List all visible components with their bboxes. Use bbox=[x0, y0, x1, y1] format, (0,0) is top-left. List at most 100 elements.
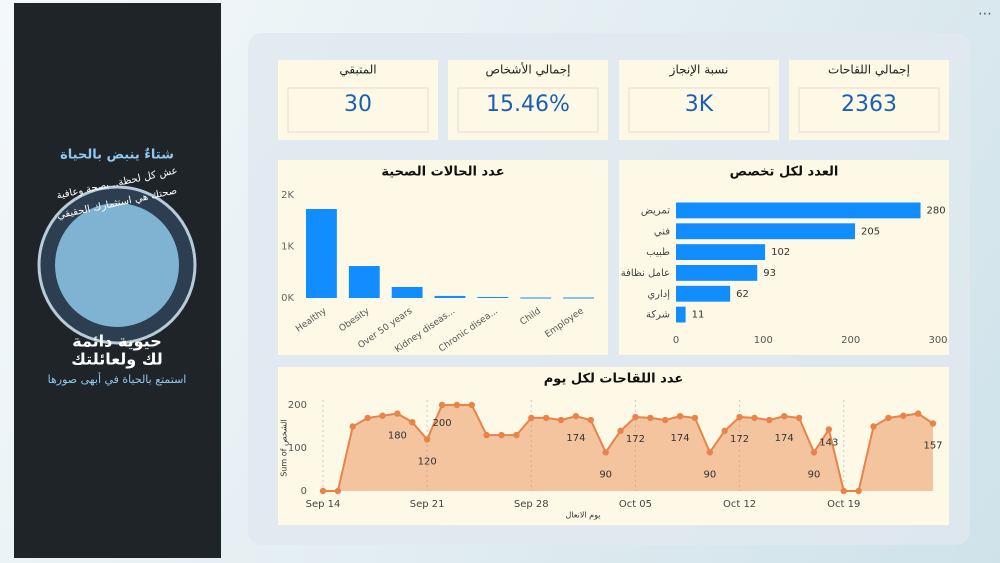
point bbox=[810, 449, 818, 456]
point bbox=[885, 414, 892, 422]
kpi-value: 3K bbox=[685, 92, 714, 117]
sidebar-emblem-inner bbox=[55, 203, 179, 327]
point bbox=[334, 487, 342, 495]
data-label: 90 bbox=[599, 469, 612, 480]
kpi-value: 2363 bbox=[841, 92, 897, 117]
bar bbox=[391, 286, 423, 298]
x-tick-label: Oct 05 bbox=[619, 499, 652, 510]
point bbox=[691, 414, 699, 422]
data-label: 172 bbox=[730, 434, 749, 445]
point bbox=[468, 401, 475, 409]
data-label: 11 bbox=[692, 310, 705, 321]
data-label: 93 bbox=[763, 268, 776, 279]
card bbox=[789, 60, 949, 140]
kpi-value: 30 bbox=[344, 92, 372, 117]
x-tick-label: Oct 19 bbox=[827, 499, 860, 510]
bar bbox=[348, 266, 380, 298]
kpi-box bbox=[798, 87, 940, 133]
kpi-label: إجمالي الأشخاص bbox=[486, 62, 571, 78]
data-label: 180 bbox=[388, 431, 407, 442]
bar bbox=[306, 209, 337, 298]
point bbox=[513, 431, 520, 439]
data-label: 174 bbox=[671, 433, 690, 444]
kpi-box bbox=[628, 87, 770, 133]
y-tick-label: 0K bbox=[281, 293, 294, 304]
data-label: 90 bbox=[808, 469, 821, 480]
data-label: 174 bbox=[775, 433, 794, 444]
point bbox=[736, 413, 743, 421]
bar bbox=[676, 306, 686, 323]
point bbox=[498, 431, 505, 439]
y-tick-label: شركة bbox=[646, 310, 670, 321]
y-tick-label: 0 bbox=[301, 486, 307, 497]
point bbox=[914, 410, 922, 417]
point bbox=[349, 423, 356, 430]
bar bbox=[563, 297, 594, 299]
x-tick-label: 200 bbox=[841, 335, 860, 346]
point bbox=[676, 412, 684, 420]
point bbox=[319, 487, 327, 495]
point bbox=[542, 414, 550, 422]
y-tick-label: 200 bbox=[288, 400, 307, 411]
y-tick-label: تمريض bbox=[641, 205, 670, 216]
x-axis-label: يوم الانعال bbox=[566, 511, 601, 520]
chart-title: العدد لكل تخصص bbox=[730, 165, 839, 180]
card bbox=[619, 160, 949, 355]
point bbox=[557, 416, 565, 424]
point bbox=[647, 414, 654, 422]
point bbox=[840, 487, 847, 495]
x-tick-label: 0 bbox=[673, 335, 679, 346]
area bbox=[323, 405, 933, 491]
point bbox=[795, 414, 803, 422]
data-label: 102 bbox=[771, 247, 790, 258]
bar bbox=[520, 297, 552, 299]
sidebar-headline: شتاءٌ ينبض بالحياة bbox=[60, 147, 174, 162]
bar bbox=[676, 223, 856, 240]
point bbox=[825, 426, 833, 433]
point bbox=[617, 427, 624, 434]
sidebar-slogan: حيوية دائمة bbox=[72, 332, 162, 351]
bar bbox=[434, 295, 466, 298]
chart-title: عدد اللقاحات لكل يوم bbox=[544, 372, 683, 387]
kpi-label: نسبة الإنجاز bbox=[669, 63, 729, 78]
y-tick-label: طبيب bbox=[646, 247, 670, 258]
data-label: 200 bbox=[432, 418, 451, 429]
chart-title: عدد الحالات الصحية bbox=[381, 165, 504, 180]
data-label: 174 bbox=[566, 433, 585, 444]
y-tick-label: إداري bbox=[647, 289, 670, 300]
sidebar-footer: استمتع بالحياة في أبهى صورها bbox=[48, 372, 187, 386]
point bbox=[528, 414, 535, 422]
sidebar-slogan: لك ولعائلتك bbox=[71, 350, 162, 369]
data-label: 157 bbox=[923, 440, 942, 451]
data-label: 143 bbox=[819, 438, 838, 449]
bar bbox=[676, 285, 731, 302]
point bbox=[587, 416, 595, 424]
point bbox=[706, 449, 714, 456]
point bbox=[751, 414, 758, 422]
point bbox=[438, 401, 446, 409]
more-options[interactable]: ⋯ bbox=[978, 6, 992, 22]
point bbox=[379, 412, 386, 419]
point bbox=[423, 436, 431, 443]
kpi-box bbox=[287, 87, 429, 133]
x-tick-label: Oct 12 bbox=[723, 499, 756, 510]
point bbox=[453, 401, 461, 409]
y-tick-label: 1K bbox=[281, 242, 294, 253]
point bbox=[929, 420, 937, 427]
point bbox=[855, 487, 862, 495]
point bbox=[364, 414, 371, 422]
x-tick-label: 300 bbox=[928, 335, 947, 346]
point bbox=[394, 410, 401, 417]
point bbox=[721, 427, 728, 434]
kpi-value: 15.46% bbox=[486, 92, 570, 117]
bar bbox=[676, 202, 921, 219]
point bbox=[632, 413, 639, 421]
y-tick-label: 100 bbox=[288, 443, 307, 454]
point bbox=[409, 419, 416, 426]
point bbox=[483, 431, 490, 439]
data-label: 172 bbox=[626, 434, 645, 445]
card bbox=[278, 60, 438, 140]
y-tick-label: عامل نظافة bbox=[621, 268, 670, 279]
